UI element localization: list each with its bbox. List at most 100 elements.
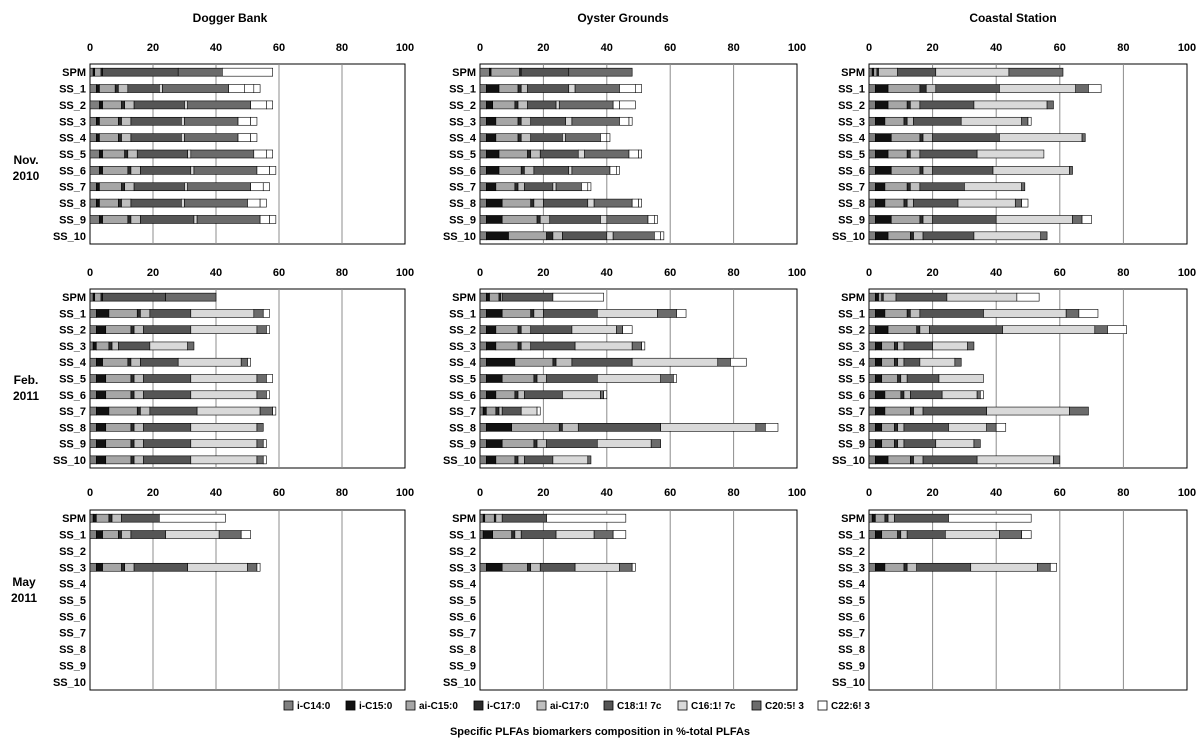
panel: 0 20 40 60 80 100 SPM SS_1 SS_2 SS_3 SS_4 SS_5 SS_6 S… bbox=[832, 487, 1196, 691]
bar-segment bbox=[549, 215, 601, 224]
bar-segment bbox=[105, 423, 132, 432]
bar-segment bbox=[89, 67, 94, 77]
bar-segment bbox=[250, 116, 258, 126]
x-tick-label: 0 bbox=[866, 42, 872, 54]
bar-segment bbox=[600, 133, 608, 142]
category-label: SPM bbox=[841, 513, 865, 525]
bar-segment bbox=[910, 231, 914, 241]
category-label: SS_8 bbox=[449, 422, 476, 434]
bar-segment bbox=[124, 149, 129, 159]
bar-segment bbox=[875, 198, 886, 208]
bar-segment bbox=[479, 439, 487, 448]
bar-segment bbox=[530, 325, 573, 334]
category-label: SS_5 bbox=[449, 149, 476, 161]
plot-area bbox=[868, 509, 1188, 691]
bar-segment bbox=[894, 423, 898, 432]
bar-segment bbox=[140, 309, 151, 318]
category-label: SS_1 bbox=[838, 530, 865, 542]
bar-segment bbox=[520, 84, 528, 93]
bar-segment bbox=[96, 198, 100, 208]
bar-segment bbox=[114, 84, 119, 93]
category-label: SS_7 bbox=[838, 406, 865, 418]
bar-segment bbox=[1046, 100, 1054, 110]
bar-segment bbox=[94, 292, 102, 302]
bar-segment bbox=[486, 100, 493, 110]
bar-segment bbox=[619, 84, 636, 93]
bar-segment bbox=[890, 133, 921, 142]
bar-segment bbox=[868, 116, 876, 126]
bar-segment bbox=[501, 198, 532, 208]
bar-segment bbox=[895, 292, 948, 302]
bar-segment bbox=[133, 439, 144, 448]
category-label: SS_4 bbox=[59, 357, 87, 369]
bar-segment bbox=[272, 406, 277, 416]
panel: 0 20 40 60 80 100 SPM SS_1 SS_2 SS_3 SS_4 SS_5 SS_6 S… bbox=[832, 42, 1196, 245]
bar-segment bbox=[130, 390, 135, 400]
category-label: SS_2 bbox=[59, 100, 86, 112]
bar-segment bbox=[654, 231, 661, 241]
bar-segment bbox=[479, 198, 487, 208]
column-title: Dogger Bank bbox=[193, 11, 268, 25]
x-tick-label: 0 bbox=[866, 487, 872, 499]
bar-segment bbox=[89, 439, 97, 448]
bar-segment bbox=[108, 406, 138, 416]
bar-segment bbox=[486, 341, 497, 351]
bar-segment bbox=[181, 116, 185, 126]
bar-segment bbox=[1049, 562, 1057, 572]
bar-segment bbox=[530, 309, 535, 318]
bar-segment bbox=[262, 455, 267, 465]
bar-segment bbox=[479, 182, 487, 192]
x-tick-label: 60 bbox=[273, 42, 285, 54]
bar-segment bbox=[1027, 116, 1032, 126]
category-label: SS_10 bbox=[832, 231, 865, 243]
bar-segment bbox=[552, 182, 557, 192]
bar-segment bbox=[490, 67, 520, 77]
bar-segment bbox=[976, 390, 981, 400]
bar-segment bbox=[881, 439, 895, 448]
x-tick-label: 0 bbox=[87, 487, 93, 499]
bar-segment bbox=[89, 182, 97, 192]
x-tick-label: 100 bbox=[396, 487, 414, 499]
bar-segment bbox=[543, 309, 598, 318]
bar-segment bbox=[133, 423, 144, 432]
bar-segment bbox=[919, 100, 975, 110]
bar-segment bbox=[552, 292, 604, 302]
bar-segment bbox=[1002, 325, 1096, 334]
bar-segment bbox=[875, 562, 886, 572]
bar-segment bbox=[593, 198, 633, 208]
bar-segment bbox=[894, 513, 949, 523]
x-tick-label: 40 bbox=[601, 487, 613, 499]
column-titles: Dogger Bank Oyster Grounds Coastal Stati… bbox=[193, 11, 1057, 25]
bar-segment bbox=[89, 198, 97, 208]
x-tick-label: 80 bbox=[336, 42, 348, 54]
bar-segment bbox=[584, 149, 630, 159]
bar-segment bbox=[887, 100, 908, 110]
bar-segment bbox=[887, 325, 918, 334]
category-label: SS_6 bbox=[838, 611, 865, 623]
bar-segment bbox=[108, 513, 113, 523]
bar-segment bbox=[495, 116, 519, 126]
bar-segment bbox=[501, 439, 535, 448]
bar-segment bbox=[995, 215, 1073, 224]
bar-segment bbox=[894, 357, 898, 367]
bar-segment bbox=[96, 325, 107, 334]
bar-segment bbox=[616, 166, 620, 175]
bar-segment bbox=[935, 84, 1000, 93]
legend-label: i-C17:0 bbox=[487, 701, 521, 712]
category-label: SS_7 bbox=[838, 182, 865, 194]
bar-segment bbox=[99, 166, 103, 175]
x-tick-label: 80 bbox=[336, 487, 348, 499]
bar-segment bbox=[486, 198, 503, 208]
category-label: SS_3 bbox=[59, 116, 86, 128]
category-label: SS_3 bbox=[449, 562, 476, 574]
category-label: SS_3 bbox=[449, 341, 476, 353]
bar-segment bbox=[479, 406, 484, 416]
column-title: Oyster Grounds bbox=[577, 11, 669, 25]
bar-segment bbox=[906, 309, 911, 318]
bar-segment bbox=[89, 562, 97, 572]
x-tick-label: 0 bbox=[477, 267, 483, 279]
bar-segment bbox=[967, 341, 975, 351]
bar-segment bbox=[486, 182, 497, 192]
category-label: SS_8 bbox=[59, 644, 86, 656]
bar-segment bbox=[875, 100, 889, 110]
